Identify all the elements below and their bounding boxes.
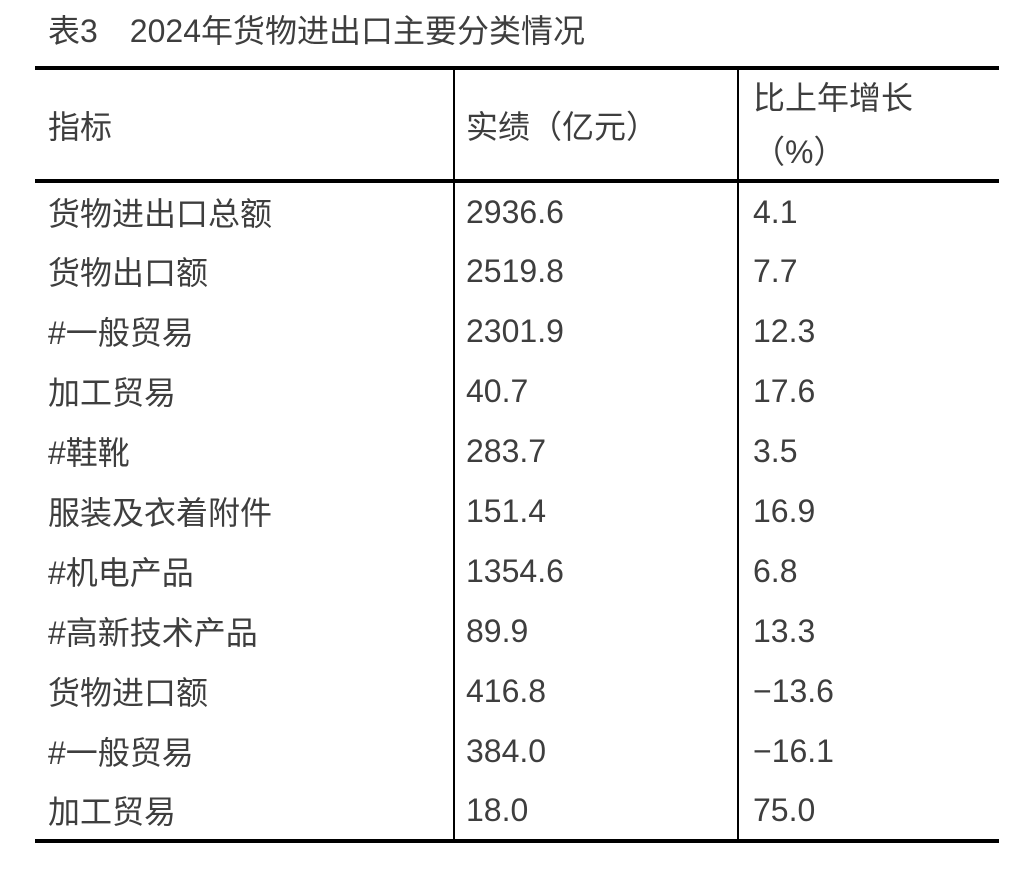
header-growth-line1: 比上年增长 [753, 79, 914, 116]
cell-indicator: 加工贸易 [48, 794, 177, 831]
cell-growth: 75.0 [737, 781, 999, 842]
cell-value: 416.8 [453, 661, 738, 722]
table-row: #一般贸易 384.0 −16.1 [35, 721, 999, 782]
cell-growth: −13.6 [737, 661, 999, 722]
cell-indicator: 货物进出口总额 [48, 196, 273, 233]
cell-indicator: #高新技术产品 [48, 615, 258, 652]
cell-indicator: #一般贸易 [48, 735, 194, 772]
table-row: #一般贸易 2301.9 12.3 [35, 301, 999, 362]
cell-indicator: 服装及衣着附件 [48, 495, 273, 532]
table-row: 服装及衣着附件 151.4 16.9 [35, 481, 999, 542]
cell-indicator: 货物出口额 [48, 255, 209, 292]
cell-value: 18.0 [453, 781, 738, 842]
table-row: #高新技术产品 89.9 13.3 [35, 601, 999, 662]
cell-value: 2936.6 [453, 181, 738, 242]
page: 表3 2024年货物进出口主要分类情况 指标 实绩（亿元） 比上年增长 （%） … [0, 13, 1034, 888]
cell-value: 89.9 [453, 601, 738, 662]
cell-growth: 7.7 [737, 241, 999, 302]
table-header: 指标 实绩（亿元） 比上年增长 （%） [35, 68, 999, 184]
import-export-table: 指标 实绩（亿元） 比上年增长 （%） 货物进出口总额 2936.6 4.1 货… [35, 66, 999, 844]
header-value: 实绩（亿元） [453, 68, 738, 184]
header-growth: 比上年增长 （%） [737, 68, 999, 184]
cell-value: 1354.6 [453, 541, 738, 602]
table-row: 货物进出口总额 2936.6 4.1 [35, 181, 999, 242]
table-body: 货物进出口总额 2936.6 4.1 货物出口额 2519.8 7.7 #一般贸… [35, 181, 999, 842]
table-row: 加工贸易 40.7 17.6 [35, 361, 999, 422]
cell-growth: 17.6 [737, 361, 999, 422]
cell-value: 40.7 [453, 361, 738, 422]
header-growth-line2: （%） [753, 133, 846, 170]
cell-indicator: #一般贸易 [48, 315, 194, 352]
table-title: 表3 2024年货物进出口主要分类情况 [48, 13, 585, 49]
cell-indicator: 加工贸易 [48, 375, 177, 412]
cell-growth: 13.3 [737, 601, 999, 662]
cell-indicator: #鞋靴 [48, 435, 130, 472]
cell-value: 2301.9 [453, 301, 738, 362]
cell-growth: 4.1 [737, 181, 999, 242]
cell-value: 151.4 [453, 481, 738, 542]
header-indicator: 指标 [35, 68, 454, 184]
table-row: #鞋靴 283.7 3.5 [35, 421, 999, 482]
header-row: 指标 实绩（亿元） 比上年增长 （%） [35, 68, 999, 184]
cell-growth: 16.9 [737, 481, 999, 542]
table-row: 加工贸易 18.0 75.0 [35, 781, 999, 842]
cell-value: 283.7 [453, 421, 738, 482]
cell-growth: −16.1 [737, 721, 999, 782]
cell-growth: 12.3 [737, 301, 999, 362]
table-row: #机电产品 1354.6 6.8 [35, 541, 999, 602]
cell-value: 384.0 [453, 721, 738, 782]
cell-indicator: #机电产品 [48, 555, 194, 592]
cell-value: 2519.8 [453, 241, 738, 302]
table-row: 货物出口额 2519.8 7.7 [35, 241, 999, 302]
table-row: 货物进口额 416.8 −13.6 [35, 661, 999, 722]
cell-growth: 3.5 [737, 421, 999, 482]
cell-growth: 6.8 [737, 541, 999, 602]
cell-indicator: 货物进口额 [48, 675, 209, 712]
